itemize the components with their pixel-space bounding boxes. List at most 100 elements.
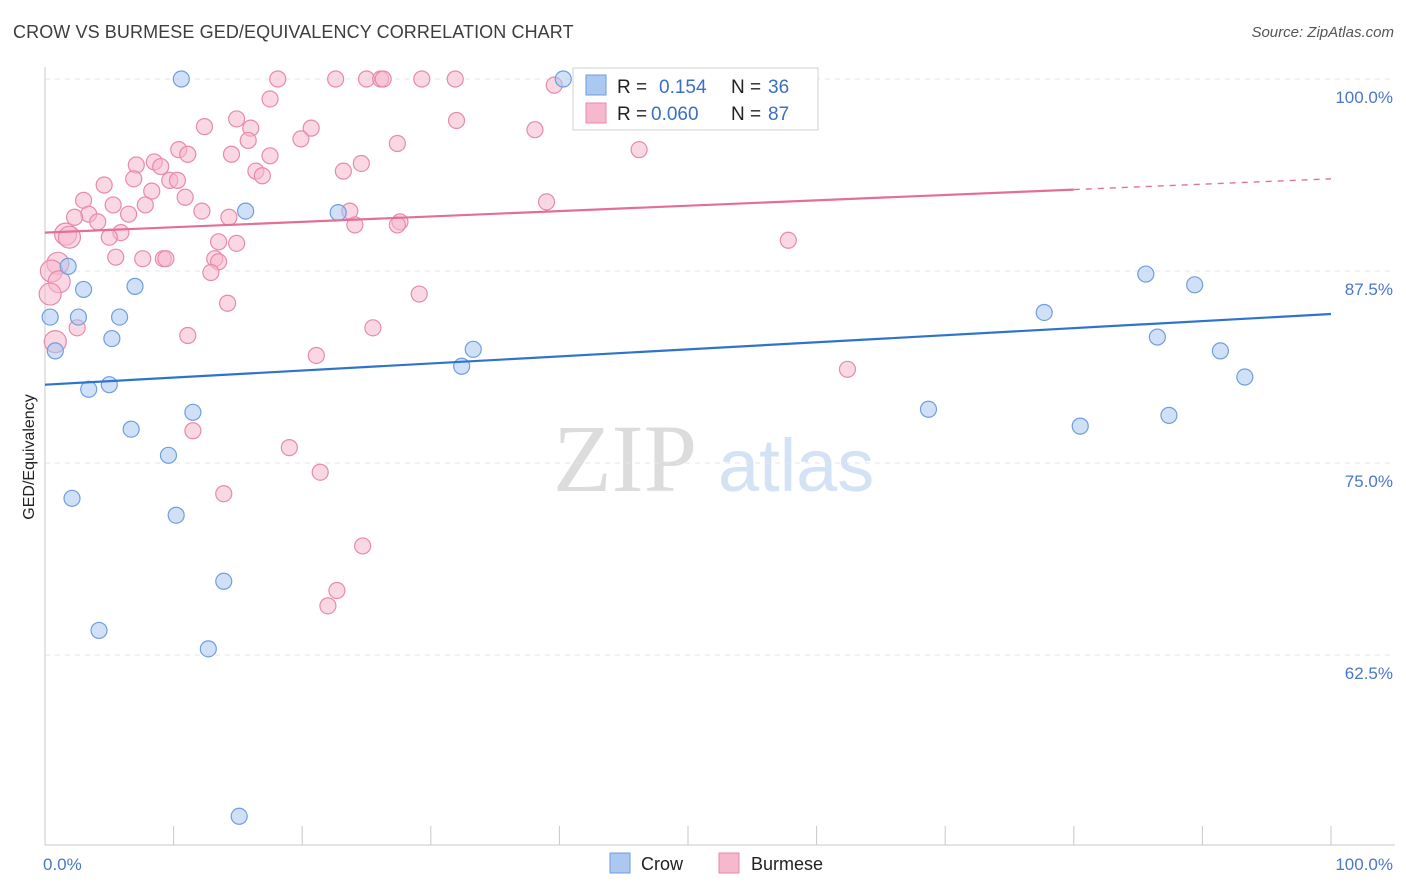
trend-line-burmese <box>44 188 1074 234</box>
burmese-point <box>127 156 145 174</box>
crow-point <box>172 70 190 88</box>
burmese-point <box>352 154 370 173</box>
legend-crow-n-value: 36 <box>768 77 789 98</box>
watermark-zip: ZIP <box>553 405 697 512</box>
x-ticks: 0.0% 100.0% <box>43 826 1393 874</box>
burmese-point <box>176 188 194 206</box>
legend-crow-r-label: R = <box>617 77 647 98</box>
burmese-point <box>328 581 346 600</box>
burmese-point <box>388 134 406 153</box>
burmese-point <box>311 463 329 481</box>
legend-burmese-swatch <box>585 102 607 124</box>
x-tick-label: 100.0% <box>1335 855 1393 874</box>
burmese-point <box>38 282 62 306</box>
burmese-point <box>168 171 187 189</box>
legend-crow-n-label: N = <box>731 77 761 98</box>
burmese-point <box>228 234 246 252</box>
burmese-point <box>202 263 220 282</box>
burmese-point <box>193 202 211 220</box>
burmese-point <box>215 485 233 503</box>
burmese-point <box>307 346 325 365</box>
burmese-point <box>134 250 152 268</box>
crow-point <box>90 621 108 640</box>
burmese-point <box>526 121 544 139</box>
bottom-legend-burmese-swatch <box>718 852 740 874</box>
trend-line-crow <box>44 312 1332 386</box>
crow-point <box>1160 406 1178 424</box>
crow-point <box>100 376 118 394</box>
burmese-point <box>57 225 82 249</box>
burmese-point <box>222 145 241 163</box>
burmese-point <box>220 208 238 226</box>
crow-point <box>63 489 81 507</box>
burmese-point <box>346 216 364 234</box>
burmese-point <box>179 145 197 163</box>
y-tick-label: 100.0% <box>1335 88 1393 107</box>
burmese-point <box>364 319 382 337</box>
source-label: Source: ZipAtlas.com <box>1251 24 1394 41</box>
trend-line-burmese-extension <box>1073 178 1332 191</box>
burmese-point <box>630 141 648 159</box>
burmese-point <box>413 70 431 88</box>
burmese-point <box>292 130 310 148</box>
crow-point <box>329 204 347 222</box>
crow-point <box>80 380 98 398</box>
crow-point <box>69 308 88 326</box>
burmese-point <box>95 176 113 194</box>
stats-legend-box <box>572 67 819 131</box>
burmese-point <box>447 111 466 130</box>
burmese-point <box>125 170 143 188</box>
crow-point <box>237 202 255 220</box>
burmese-point <box>446 70 464 88</box>
burmese-point <box>136 196 154 214</box>
burmese-point <box>143 182 161 200</box>
bottom-legend-crow-swatch <box>609 852 631 874</box>
crow-point <box>1137 265 1155 283</box>
crow-point <box>184 403 202 421</box>
y-tick-label: 87.5% <box>1345 280 1393 299</box>
crow-point <box>159 446 178 464</box>
bottom-legend-crow-label: Crow <box>641 854 684 874</box>
crow-point <box>554 70 572 88</box>
burmese-point <box>261 147 279 165</box>
burmese-point <box>319 597 337 615</box>
burmese-point <box>838 360 857 378</box>
crow-point <box>41 308 59 326</box>
burmese-point <box>302 119 320 137</box>
chart-title: CROW VS BURMESE GED/EQUIVALENCY CORRELAT… <box>13 22 574 42</box>
burmese-point <box>195 118 214 136</box>
crow-point <box>464 340 482 358</box>
crow-point <box>1186 276 1204 294</box>
burmese-point <box>253 167 271 185</box>
crow-point <box>1211 342 1230 360</box>
burmese-point <box>65 208 84 226</box>
burmese-point <box>152 157 170 176</box>
burmese-point <box>779 231 797 249</box>
axes <box>44 67 1395 846</box>
data-points <box>38 70 1254 825</box>
burmese-point <box>184 422 202 440</box>
burmese-point <box>104 196 122 214</box>
burmese-point <box>374 70 392 88</box>
crow-point <box>199 640 217 658</box>
burmese-point <box>239 131 257 150</box>
crow-point <box>167 506 185 524</box>
crow-point <box>1148 328 1166 346</box>
burmese-point <box>537 193 556 211</box>
burmese-point <box>269 70 287 88</box>
crow-point <box>1071 417 1089 435</box>
stats-legend: R = 0.154 N = 36 R = 0.060 N = 87 <box>572 67 819 131</box>
y-axis-title: GED/Equivalency <box>21 394 38 519</box>
x-tick-label: 0.0% <box>43 855 82 874</box>
burmese-point <box>334 162 352 180</box>
legend-burmese-r-label: R = <box>617 104 647 125</box>
legend-burmese-n-label: N = <box>731 104 761 125</box>
burmese-point <box>210 233 228 251</box>
series-legend: Crow Burmese <box>609 852 823 874</box>
burmese-point <box>100 228 118 246</box>
burmese-point <box>119 205 138 223</box>
gridlines <box>45 78 1395 656</box>
trend-lines <box>44 178 1332 386</box>
crow-point <box>230 807 248 825</box>
